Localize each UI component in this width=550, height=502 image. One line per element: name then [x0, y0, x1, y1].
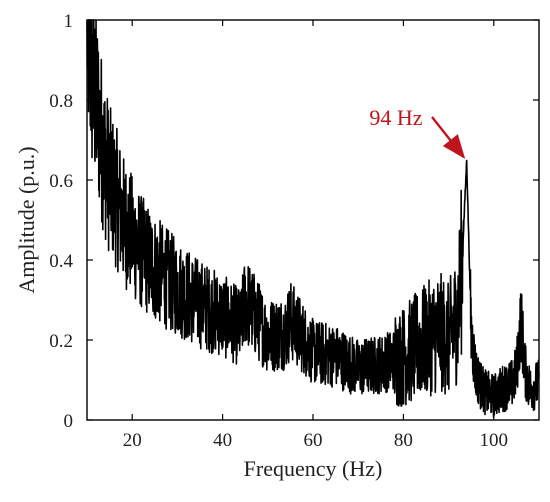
y-tick-label: 0.6 — [49, 171, 73, 192]
y-tick-label: 0.4 — [49, 251, 73, 272]
x-tick-label: 80 — [394, 430, 413, 451]
x-tick-label: 20 — [123, 430, 142, 451]
series-line — [86, 19, 540, 418]
y-axis-title: Amplitude (p.u.) — [14, 146, 39, 293]
y-tick-label: 0.2 — [49, 331, 73, 352]
y-tick-label: 1 — [64, 11, 74, 32]
x-tick-label: 40 — [213, 430, 232, 451]
x-axis-title: Frequency (Hz) — [244, 456, 383, 481]
x-tick-label: 60 — [304, 430, 323, 451]
peak-annotation-label: 94 Hz — [369, 105, 422, 130]
peak-annotation-arrow — [431, 116, 466, 159]
y-tick-label: 0.8 — [49, 91, 73, 112]
y-tick-label: 0 — [64, 411, 74, 432]
x-tick-label: 100 — [480, 430, 509, 451]
